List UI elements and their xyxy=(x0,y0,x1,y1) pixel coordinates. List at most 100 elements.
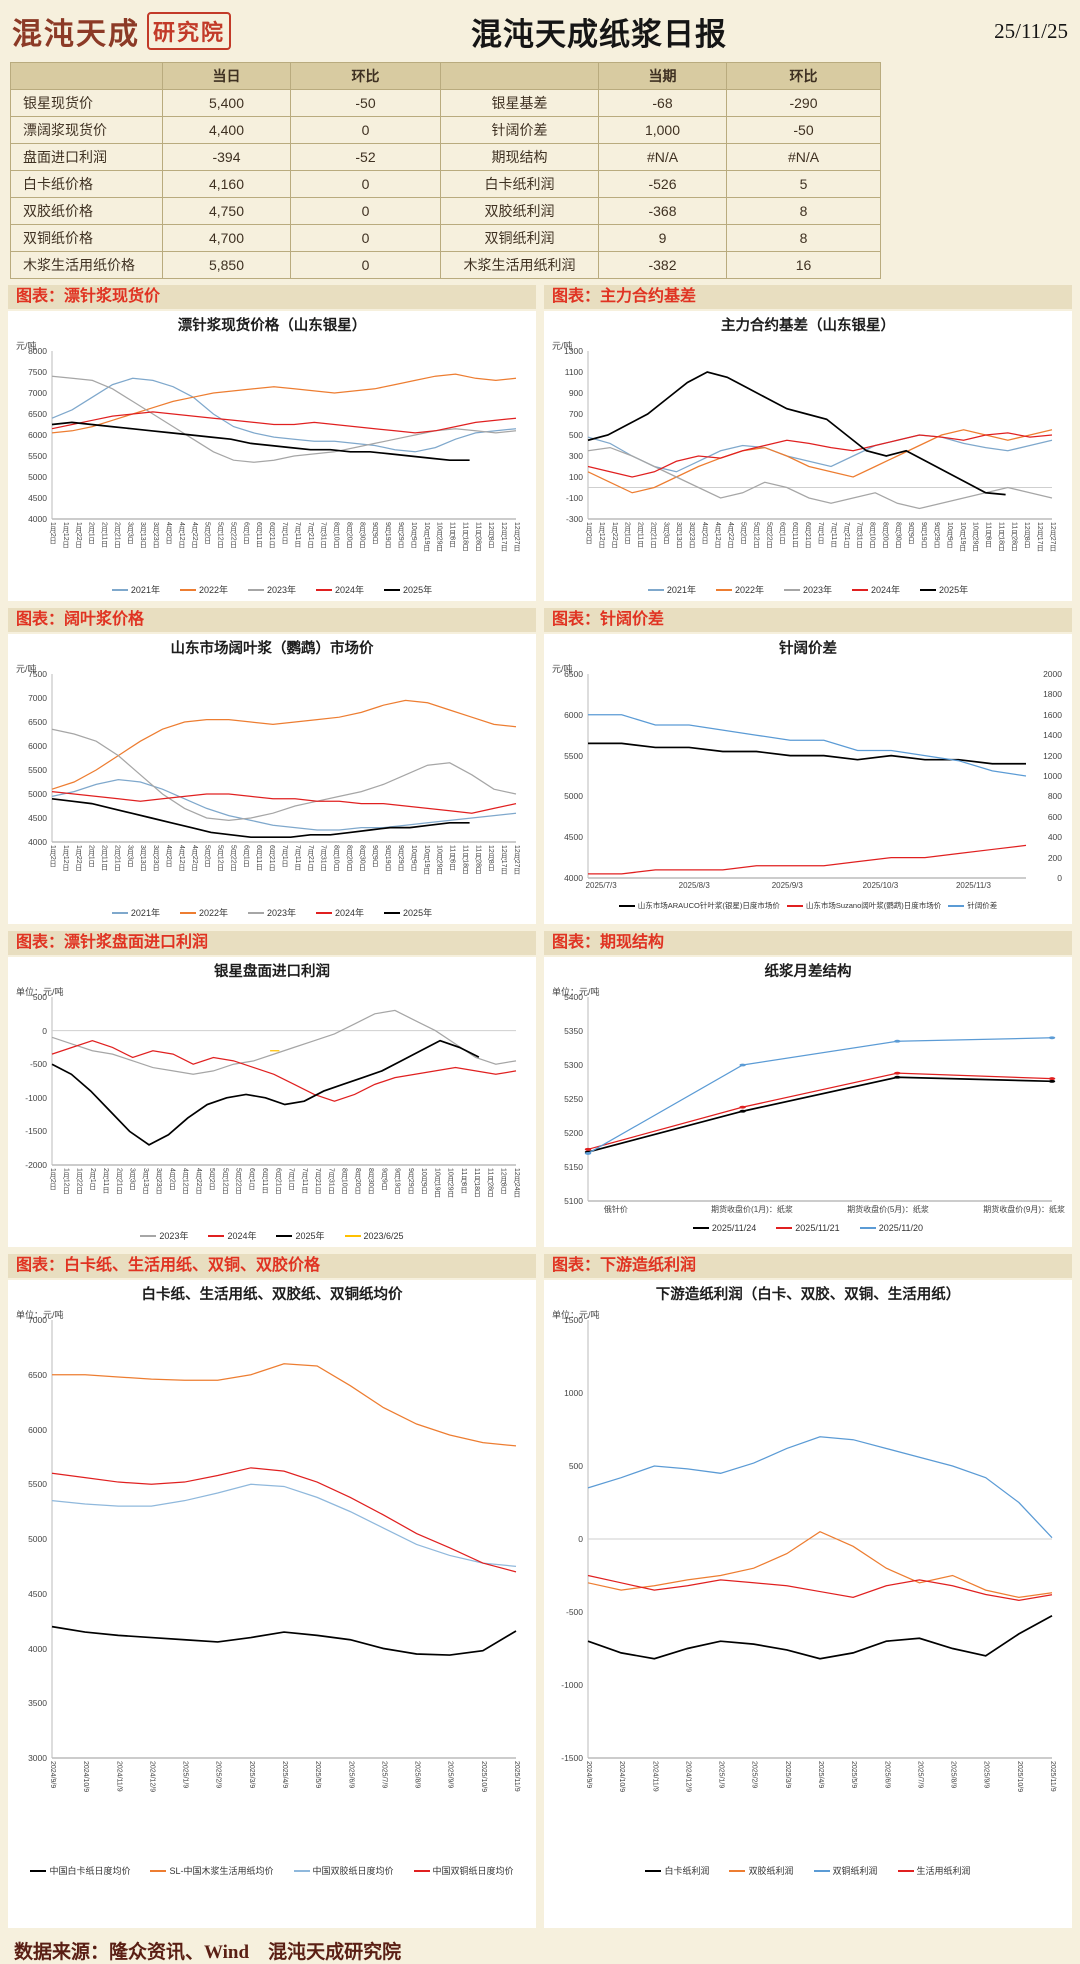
legend-item: 双铜纸利润 xyxy=(813,1864,878,1877)
x-axis-tick-label: 10月9日 xyxy=(945,522,953,548)
x-axis-tick-label: 7月11日 xyxy=(829,522,837,548)
legend-swatch xyxy=(293,1869,310,1872)
x-axis-tick-label: 5月12日 xyxy=(216,845,224,871)
x-axis-tick-label: 2月1日 xyxy=(87,845,95,867)
y-axis-tick-label: 900 xyxy=(568,388,583,398)
x-axis-tick-label: 2025/1/9 xyxy=(181,1761,189,1789)
x-axis-tick-label: 10月9日 xyxy=(420,1168,428,1194)
table-value-cell: -290 xyxy=(727,90,881,117)
legend-item: 2025年 xyxy=(384,583,432,596)
y-axis-tick-label: 5150 xyxy=(564,1162,583,1172)
chart-unit-label: 单位：元/吨 xyxy=(552,1310,600,1320)
legend-label: 2025年 xyxy=(939,585,969,595)
y-axis-tick-label: -2000 xyxy=(25,1160,47,1170)
legend-item: 2025年 xyxy=(276,1229,325,1242)
y-axis-right-tick-label: 200 xyxy=(1047,852,1062,863)
legend-label: 2025/11/20 xyxy=(878,1223,924,1233)
x-axis-tick-label: 3月13日 xyxy=(139,522,147,548)
legend-item: 2021年 xyxy=(111,583,160,596)
x-axis-tick-label: 9月19日 xyxy=(384,522,392,548)
chart-legend: 2023年 2024年 2025年 2023/6/25 xyxy=(16,1229,528,1242)
legend-item: 中国双铜纸日度均价 xyxy=(413,1864,514,1877)
table-row-label: 漂阔浆现货价 xyxy=(11,117,163,144)
table-value-cell: 0 xyxy=(291,117,441,144)
x-axis-tick-label: 6月21日 xyxy=(268,522,276,548)
x-axis-labels: 2024/9/9 2024/10/9 2024/11/9 2024/12/9 2025/… xyxy=(16,1760,528,1860)
report-date: 25/11/25 xyxy=(994,18,1068,43)
x-axis-tick-label: 11月18日 xyxy=(473,1168,481,1198)
chart-paper-prices: 白卡纸、生活用纸、双胶纸、双铜纸均价 单位：元/吨 7000 6500 6000 5500… xyxy=(8,1280,536,1928)
x-axis-tick-label: 3月23日 xyxy=(155,1168,163,1194)
series-line xyxy=(52,374,516,433)
legend-item: 山东市场ARAUCO针叶浆(银星)日度市场价 xyxy=(618,900,780,911)
legend-swatch xyxy=(150,1869,167,1872)
legend-label: 双胶纸利润 xyxy=(748,1866,794,1876)
series-marker xyxy=(739,1105,746,1109)
x-axis-tick-label: 4月12日 xyxy=(713,522,721,548)
series-line xyxy=(588,1437,1052,1538)
legend-label: 2022年 xyxy=(198,908,228,918)
x-axis-tick-label: 8月30日 xyxy=(358,522,366,548)
x-axis-tick-label: 2月1日 xyxy=(623,522,631,544)
chart-paper-profits: 下游造纸利润（白卡、双胶、双铜、生活用纸） 单位：元/吨 1500 1000 500 0 -… xyxy=(544,1280,1072,1928)
chart-canvas xyxy=(588,351,1052,519)
x-axis-tick-label: 8月10日 xyxy=(332,845,340,871)
y-axis-tick-label: 5100 xyxy=(564,1196,583,1206)
x-axis-tick-label: 期货收盘价(5月)：纸浆 xyxy=(847,1205,929,1214)
legend-swatch xyxy=(645,1869,662,1872)
y-axis-right-tick-label: 1200 xyxy=(1043,750,1062,761)
y-axis-tick-label: 5500 xyxy=(28,1479,47,1490)
table-value-cell: 0 xyxy=(291,225,441,252)
x-axis-tick-label: 7月21日 xyxy=(306,522,314,548)
legend-swatch xyxy=(647,588,664,591)
x-axis-tick-label: 2024/9/9 xyxy=(585,1761,592,1789)
series-line xyxy=(52,729,516,820)
legend-item: 2021年 xyxy=(111,906,160,919)
y-axis-tick-label: 1500 xyxy=(564,1315,583,1325)
y-axis-tick-label: 6500 xyxy=(564,669,583,679)
x-axis-tick-label: 1月22日 xyxy=(610,522,618,548)
y-axis-tick-label: 7500 xyxy=(28,669,47,679)
y-axis-tick-label: 4500 xyxy=(28,813,47,823)
y-axis-right-tick-label: 1800 xyxy=(1043,689,1062,700)
chart-title: 下游造纸利润（白卡、双胶、双铜、生活用纸） xyxy=(655,1287,961,1303)
legend-label: 白卡纸利润 xyxy=(664,1866,710,1876)
x-axis-tick-label: 1月22日 xyxy=(75,1168,83,1194)
report-header: 混沌天成 研究院 混沌天成纸浆日报 25/11/25 xyxy=(8,2,1072,60)
legend-label: 2022年 xyxy=(198,585,228,595)
legend-swatch xyxy=(852,588,869,591)
legend-label: 山东市场Suzano阔叶浆(鹦鹉)日度市场价 xyxy=(805,901,942,910)
y-axis-tick-label: 4000 xyxy=(28,514,47,524)
x-axis-tick-label: 7月11日 xyxy=(300,1168,308,1194)
x-axis-tick-label: 2025/2/9 xyxy=(214,1761,222,1789)
x-axis-tick-label: 3月3日 xyxy=(126,845,134,867)
chart-canvas xyxy=(52,1320,516,1758)
x-axis-tick-label: 2025/11/3 xyxy=(955,881,991,890)
legend-item: 中国白卡纸日度均价 xyxy=(30,1864,130,1877)
legend-item: SL-中国木浆生活用纸均价 xyxy=(150,1864,274,1877)
x-axis-tick-label: 5月12日 xyxy=(752,522,760,548)
x-axis-tick-label: 3月3日 xyxy=(128,1168,136,1190)
x-axis-tick-label: 2月21日 xyxy=(649,522,657,548)
legend-label: 2024年 xyxy=(335,908,365,918)
y-axis-tick-label: 1300 xyxy=(564,346,583,356)
x-axis-tick-label: 4月12日 xyxy=(177,845,185,871)
table-header-cell: 环比 xyxy=(291,63,441,90)
x-axis-tick-label: 10月19日 xyxy=(433,1168,441,1198)
x-axis-tick-label: 6月21日 xyxy=(804,522,812,548)
x-axis-tick-label: 11月28日 xyxy=(486,1168,494,1198)
y-axis-tick-label: 6000 xyxy=(28,741,47,751)
legend-item: 2025年 xyxy=(920,583,968,596)
legend-item: 白卡纸利润 xyxy=(645,1864,709,1877)
section-title: 图表：期现结构 xyxy=(544,931,1072,955)
x-axis-tick-label: 9月9日 xyxy=(380,1168,388,1190)
chart-unit-label: 元/吨 xyxy=(16,664,37,674)
x-axis-tick-label: 7月1日 xyxy=(281,522,288,544)
y-axis-right-tick-label: 1000 xyxy=(1043,771,1062,781)
legend-label: 2024年 xyxy=(871,585,901,595)
x-axis-tick-label: 12月24日 xyxy=(513,1168,520,1198)
summary-table: 当日 环比 当期 环比 银星现货价 5,400 -50 银星基差 -68 -290 漂阔浆现货价 4,… xyxy=(10,62,881,279)
legend-swatch xyxy=(276,1234,293,1237)
x-axis-tick-label: 6月21日 xyxy=(274,1168,282,1194)
table-row-label: 双胶纸利润 xyxy=(441,198,599,225)
